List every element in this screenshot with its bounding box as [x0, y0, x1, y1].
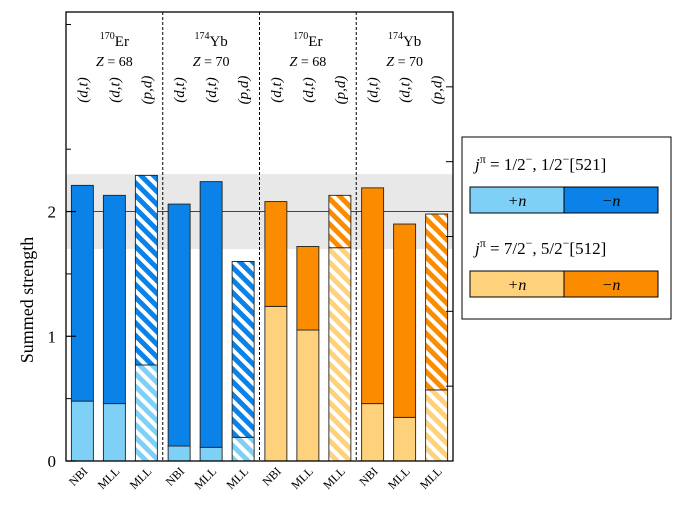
bar-upper-segment — [393, 223, 417, 418]
z-label: Z = 70 — [193, 55, 230, 70]
category-label: MLL — [320, 464, 348, 492]
bars — [70, 174, 449, 462]
bar-upper-segment — [102, 194, 126, 405]
bar-upper-segment — [70, 184, 94, 402]
category-label: NBI — [259, 464, 284, 489]
bar-lower-segment — [361, 403, 385, 462]
bar-lower-segment — [328, 247, 352, 462]
bar-upper-segment — [134, 174, 158, 366]
legend-swatch-plus — [469, 186, 565, 214]
y-tick-label: 1 — [48, 327, 57, 346]
z-label: Z = 70 — [386, 55, 423, 70]
reaction-label: (d,t) — [366, 77, 382, 102]
legend: jπ = 1/2−, 1/2−[521] +n −n jπ = 7/2−, 5/2−[… — [461, 136, 672, 320]
reaction-label: (d,t) — [75, 77, 91, 102]
legend-swatch-minus — [563, 270, 659, 298]
nucleus-label: 174Yb — [388, 31, 421, 50]
category-label: MLL — [95, 464, 123, 492]
nucleus-label: 170Er — [100, 31, 129, 50]
reaction-label: (d,t) — [172, 77, 188, 102]
reaction-label: (d,t) — [398, 77, 414, 102]
category-label: MLL — [385, 464, 413, 492]
legend-label-plus: +n — [508, 277, 527, 294]
bar-lower-segment — [425, 389, 449, 462]
nucleus-label: 174Yb — [194, 31, 227, 50]
z-label: Z = 68 — [290, 55, 327, 70]
reaction-label: (d,t) — [107, 77, 123, 102]
bar-upper-segment — [167, 203, 191, 447]
legend-swatch-plus — [469, 270, 565, 298]
bar-lower-segment — [231, 436, 255, 462]
bar-upper-segment — [264, 201, 288, 307]
bar-lower-segment — [102, 403, 126, 462]
legend-swatch-minus — [563, 186, 659, 214]
category-label: MLL — [127, 464, 155, 492]
category-label: MLL — [288, 464, 316, 492]
category-label: MLL — [223, 464, 251, 492]
bar-upper-segment — [328, 194, 352, 249]
category-label: NBI — [163, 464, 188, 489]
category-label: NBI — [66, 464, 91, 489]
bar-lower-segment — [134, 364, 158, 462]
bar-lower-segment — [70, 400, 94, 462]
bar-lower-segment — [264, 305, 288, 462]
y-tick-label: 2 — [48, 203, 57, 222]
legend-title: jπ = 7/2−, 5/2−[512] — [473, 236, 606, 258]
bar-upper-segment — [361, 187, 385, 405]
nucleus-label: 170Er — [293, 31, 322, 50]
category-label: NBI — [356, 464, 381, 489]
bar-lower-segment — [199, 446, 223, 462]
reaction-label: (d,t) — [301, 77, 317, 102]
bar-upper-segment — [199, 181, 223, 448]
category-label: MLL — [417, 464, 445, 492]
bar-upper-segment — [425, 213, 449, 391]
reaction-label: (p,d) — [333, 76, 349, 105]
z-label: Z = 68 — [96, 55, 133, 70]
legend-title: jπ = 1/2−, 1/2−[521] — [473, 152, 606, 174]
y-axis-label: Summed strength — [17, 237, 37, 364]
legend-label-minus: −n — [602, 193, 621, 210]
category-label: MLL — [191, 464, 219, 492]
reaction-label: (d,t) — [204, 77, 220, 102]
legend-label-plus: +n — [508, 193, 527, 210]
reaction-label: (p,d) — [139, 76, 155, 105]
bar-upper-segment — [231, 260, 255, 438]
bar-lower-segment — [393, 416, 417, 462]
reaction-label: (d,t) — [269, 77, 285, 102]
reaction-label: (p,d) — [430, 76, 446, 105]
legend-label-minus: −n — [602, 277, 621, 294]
bar-upper-segment — [296, 246, 320, 331]
reaction-label: (p,d) — [236, 76, 252, 105]
bar-lower-segment — [296, 329, 320, 462]
bar-lower-segment — [167, 445, 191, 462]
y-tick-label: 0 — [48, 452, 57, 471]
axis-ticks — [66, 23, 453, 462]
